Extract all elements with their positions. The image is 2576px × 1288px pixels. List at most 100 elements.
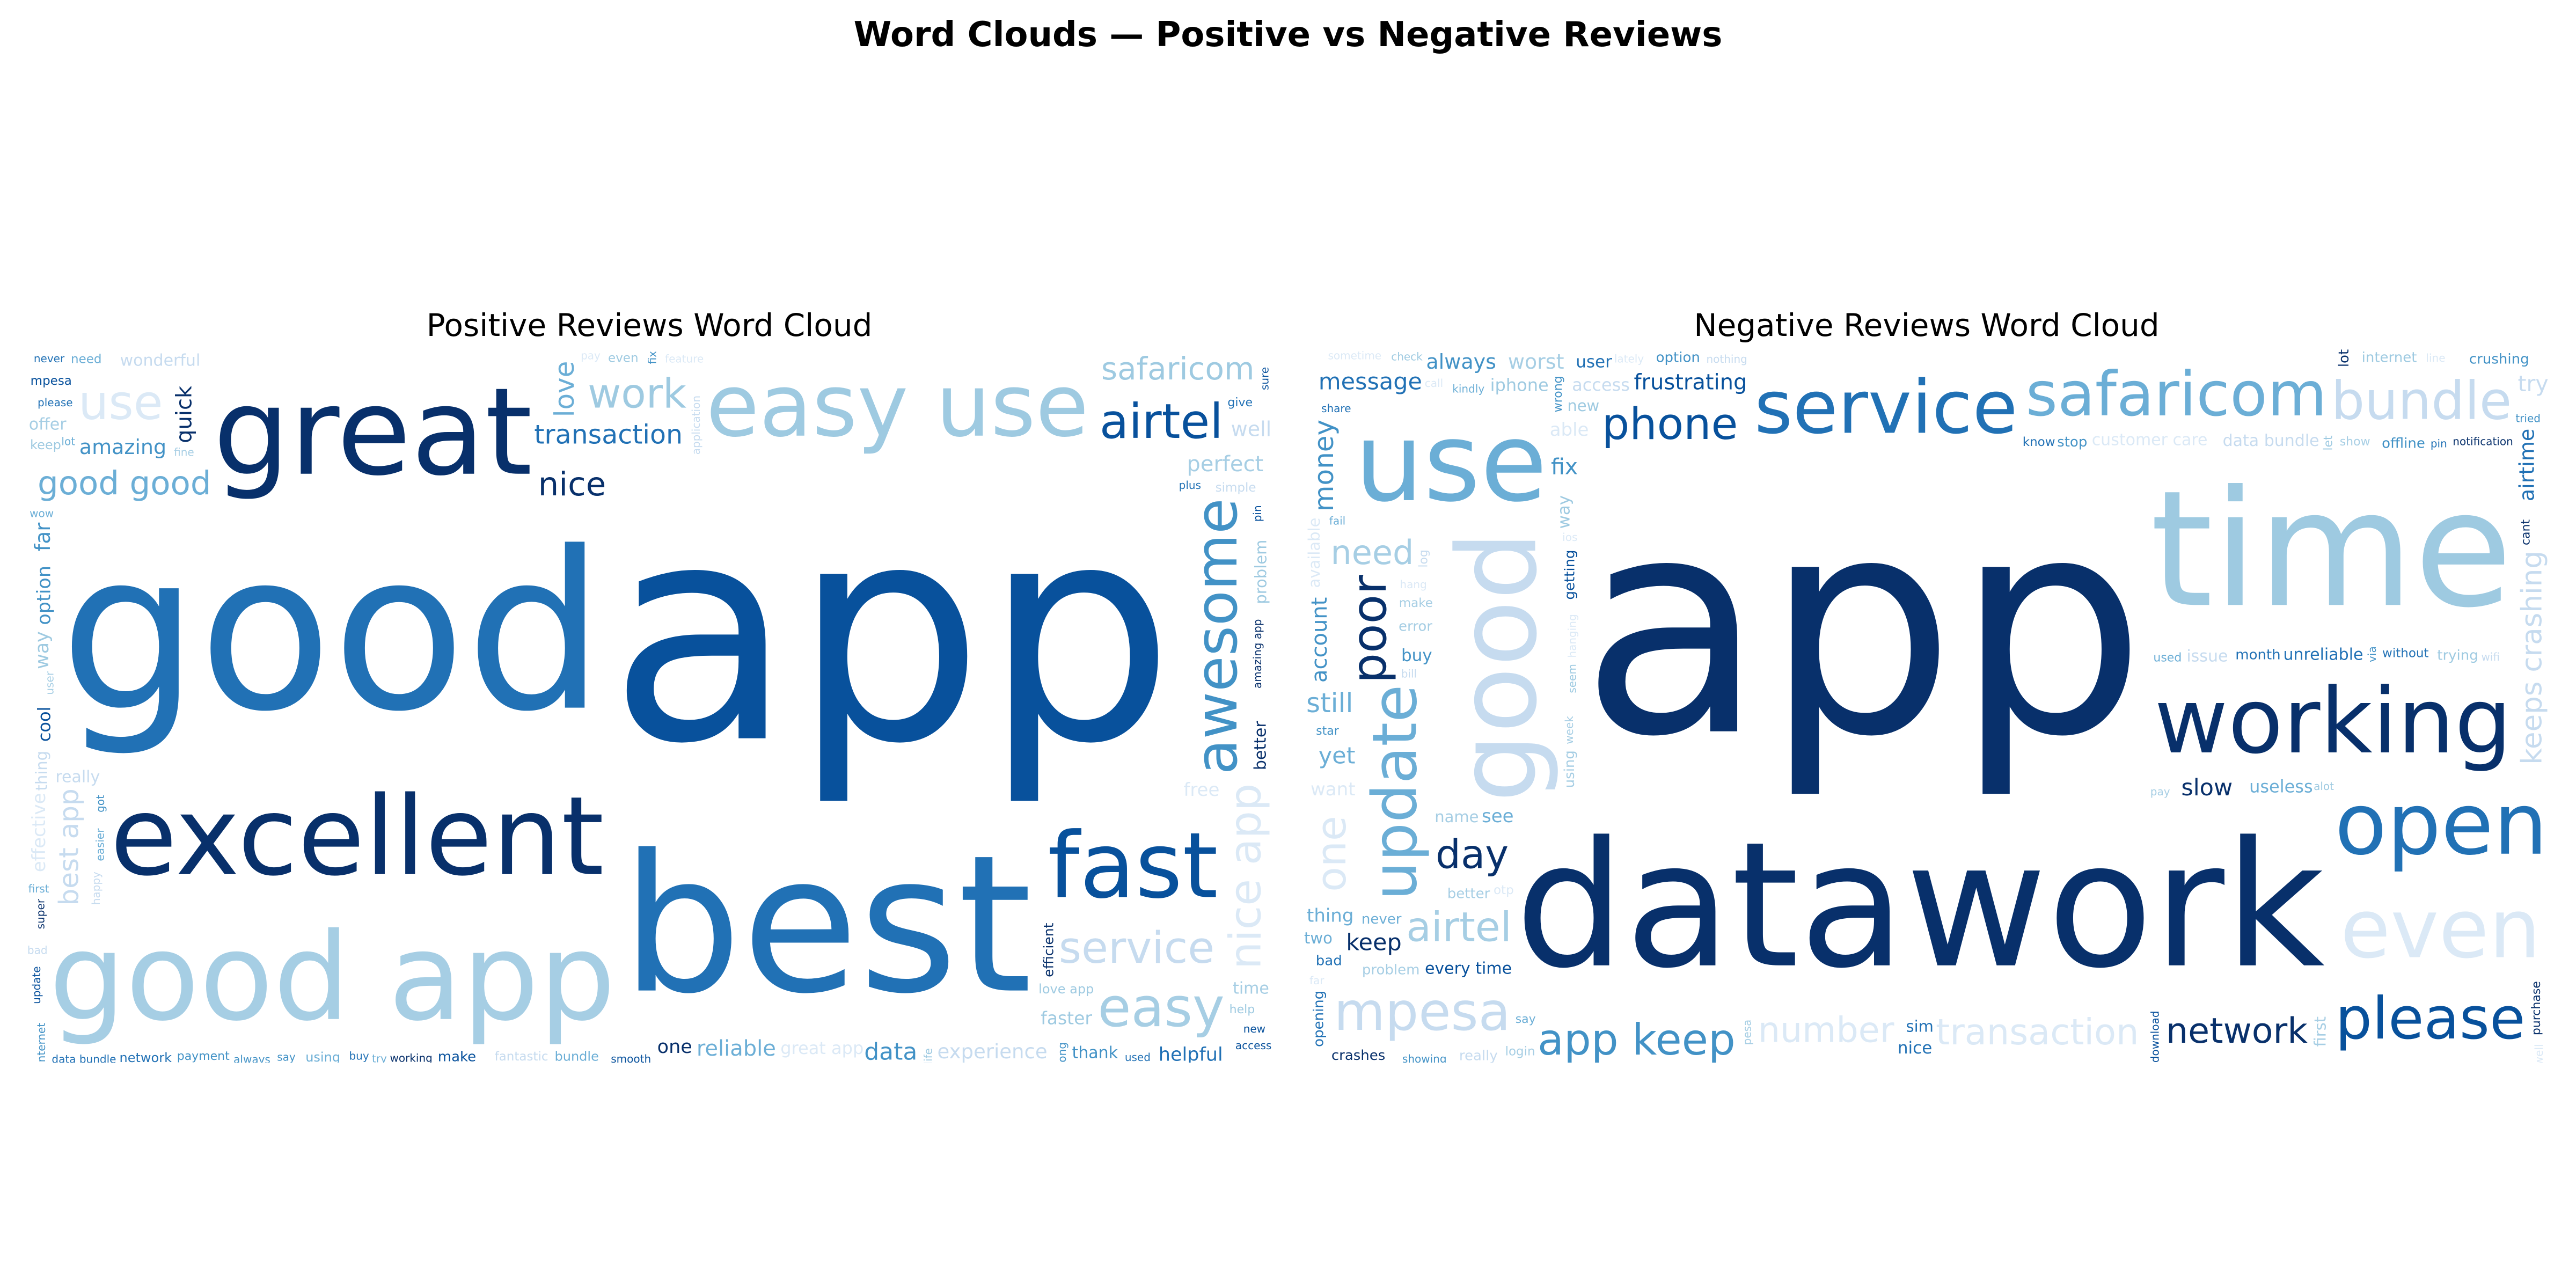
negative-word-login: login <box>1505 1045 1535 1059</box>
negative-word-crushing: crushing <box>2469 352 2529 368</box>
positive-word-internet: internet <box>35 1023 48 1063</box>
negative-word-even: even <box>2340 881 2541 976</box>
negative-word-showing: showing <box>1402 1052 1447 1063</box>
negative-word-iphone: iphone <box>1490 375 1549 396</box>
positive-word-try: try <box>372 1052 387 1063</box>
negative-word-want: want <box>1311 779 1356 800</box>
positive-word-well: well <box>1231 417 1272 441</box>
negative-word-yet: yet <box>1319 743 1356 770</box>
positive-word-option: option <box>34 566 55 625</box>
positive-word-simple: simple <box>1216 481 1256 495</box>
negative-word-trying: trying <box>2437 648 2478 664</box>
positive-word-offer: offer <box>29 415 67 434</box>
positive-word-new: new <box>1243 1022 1265 1035</box>
negative-word-frustrating: frustrating <box>1634 370 1747 395</box>
negative-word-star: star <box>1316 724 1340 738</box>
negative-word-number: number <box>1758 1011 1894 1051</box>
negative-word-mpesa: mpesa <box>1334 982 1511 1043</box>
negative-word-problem: problem <box>1362 962 1420 978</box>
positive-word-sure: sure <box>1258 367 1271 390</box>
positive-word-best: best <box>621 815 1032 1036</box>
negative-word-using: using <box>1562 750 1578 788</box>
positive-word-helpful: helpful <box>1159 1044 1223 1063</box>
negative-word-update: update <box>1359 685 1431 901</box>
positive-word-help: help <box>1230 1003 1255 1016</box>
positive-word-service: service <box>1059 923 1214 974</box>
negative-word-month: month <box>2235 647 2280 663</box>
negative-word-without: without <box>2382 647 2428 661</box>
positive-word-bad: bad <box>27 943 48 956</box>
negative-cloud-title: Negative Reviews Word Cloud <box>1694 307 2160 343</box>
negative-word-name: name <box>1435 808 1479 826</box>
negative-word-still: still <box>1306 687 1353 719</box>
negative-word-please: please <box>2336 985 2526 1052</box>
negative-word-notification: notification <box>2453 435 2513 448</box>
negative-word-airtel: airtel <box>1406 903 1512 951</box>
negative-word-log: log <box>1417 550 1431 568</box>
negative-word-pay: pay <box>2150 785 2170 798</box>
positive-word-happy: happy <box>90 872 103 905</box>
positive-word-need: need <box>71 353 101 367</box>
negative-word-airtime: airtime <box>2515 429 2538 501</box>
positive-word-first: first <box>28 882 49 895</box>
negative-word-customer-care: customer care <box>2092 430 2208 449</box>
negative-word-app-keep: app keep <box>1538 1015 1736 1063</box>
positive-word-app: app <box>609 460 1174 810</box>
negative-word-first: first <box>2311 1016 2330 1047</box>
positive-word-free: free <box>1183 779 1219 801</box>
negative-word-otp: otp <box>1494 883 1514 897</box>
positive-word-better: better <box>1251 721 1270 770</box>
positive-word-problem: problem <box>1252 540 1270 604</box>
positive-word-super: super <box>34 898 47 929</box>
negative-word-always: always <box>1426 350 1496 374</box>
negative-word-never: never <box>1362 911 1402 927</box>
negative-word-keeps-crashing: keeps crashing <box>2515 551 2548 765</box>
positive-word-amazing: amazing <box>79 435 166 459</box>
negative-word-slow: slow <box>2181 774 2233 801</box>
negative-word-new: new <box>1567 397 1599 415</box>
negative-word-make: make <box>1399 596 1433 610</box>
positive-word-used: used <box>1125 1051 1151 1063</box>
positive-word-make: make <box>438 1049 476 1063</box>
negative-word-need: need <box>1330 533 1414 572</box>
positive-word-good-good: good good <box>38 464 211 502</box>
positive-word-thing: thing <box>33 751 51 791</box>
positive-word-nice: nice <box>538 465 606 503</box>
positive-word-good-app: good app <box>49 908 616 1048</box>
positive-word-even: even <box>608 351 639 365</box>
negative-word-open: open <box>2334 775 2548 874</box>
positive-word-nice-app: nice app <box>1220 784 1271 969</box>
positive-word-keep: keep <box>30 437 61 452</box>
negative-word-better: better <box>1447 885 1490 902</box>
positive-word-good: good <box>60 505 605 759</box>
positive-word-amazing-app: amazing app <box>1251 619 1264 689</box>
negative-word-time: time <box>2150 456 2513 643</box>
positive-word-easier: easier <box>94 828 107 861</box>
negative-word-check: check <box>1391 350 1423 363</box>
negative-word-datawork: datawork <box>1515 805 2325 1007</box>
negative-word-pesa: pesa <box>1741 1020 1754 1045</box>
negative-word-share: share <box>1321 402 1351 415</box>
positive-word-effective: effective <box>28 793 50 872</box>
negative-word-internet: internet <box>2362 349 2417 365</box>
positive-word-life: life <box>922 1048 935 1063</box>
positive-word-efficient: efficient <box>1041 923 1057 977</box>
negative-word-message: message <box>1319 369 1422 396</box>
positive-word-fine: fine <box>174 445 194 458</box>
negative-word-issue: issue <box>2186 647 2228 666</box>
negative-word-transaction: transaction <box>1936 1011 2139 1053</box>
negative-word-app: app <box>1580 453 2146 803</box>
negative-word-hang: hang <box>1400 578 1426 591</box>
negative-word-day: day <box>1436 832 1509 878</box>
negative-word-wrong: wrong <box>1552 376 1565 412</box>
negative-word-money: money <box>1308 420 1340 511</box>
negative-word-fail: fail <box>1329 515 1345 528</box>
negative-word-really: really <box>1459 1048 1498 1063</box>
negative-word-used: used <box>2153 652 2182 665</box>
negative-word-bundle: bundle <box>2331 371 2512 432</box>
negative-word-seem: seem <box>1565 664 1578 693</box>
negative-word-line: line <box>2426 352 2445 364</box>
negative-word-good: good <box>1435 531 1561 802</box>
